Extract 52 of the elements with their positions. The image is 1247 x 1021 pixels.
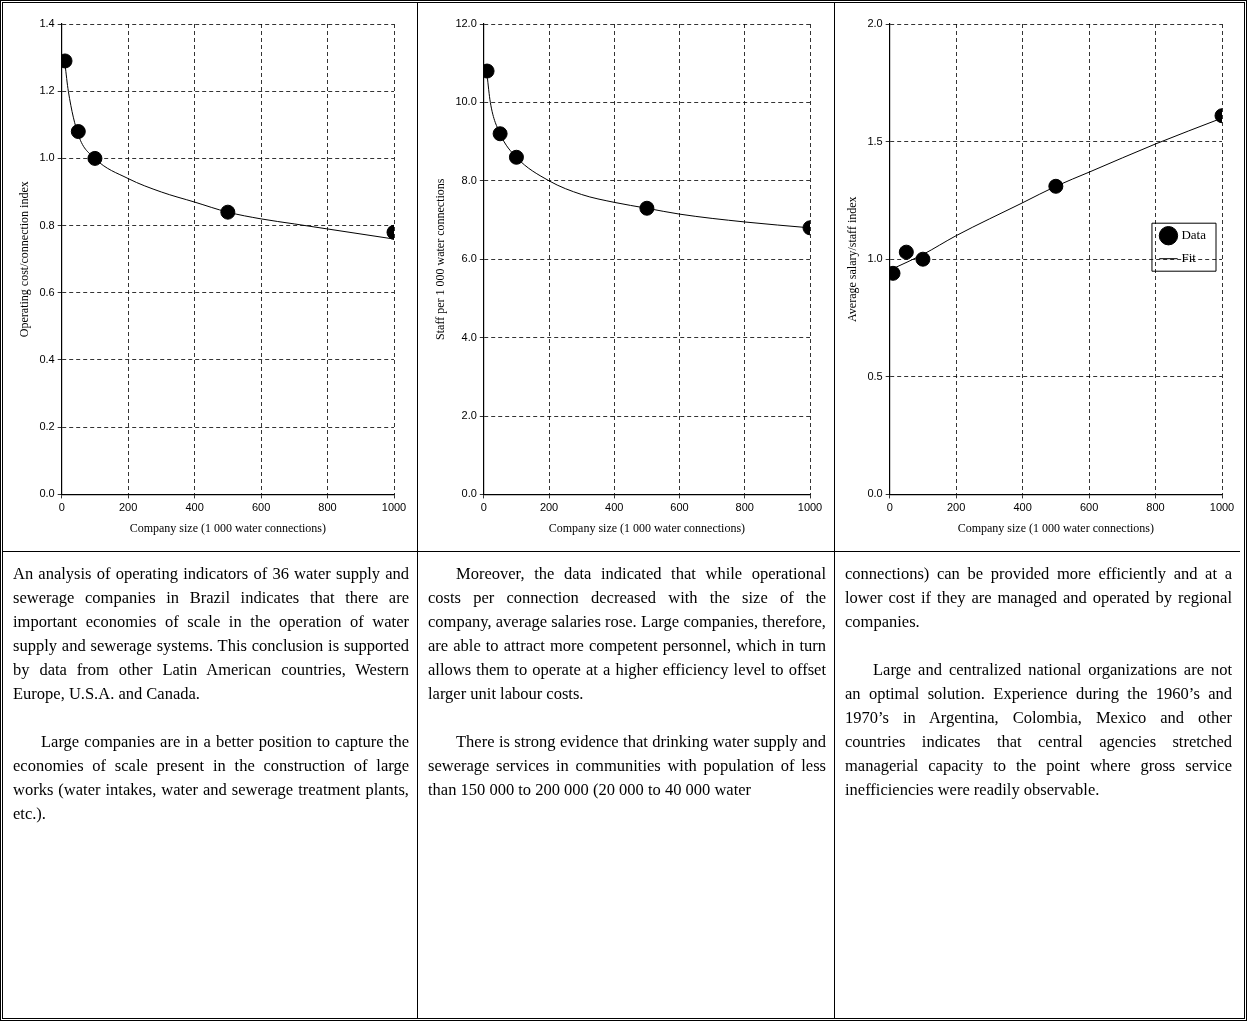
y-tick-label: 6.0 — [461, 252, 477, 265]
x-tick-label: 600 — [251, 501, 271, 514]
x-tick-label: 200 — [118, 501, 138, 514]
x-axis-title: Company size (1 000 water connections) — [957, 520, 1154, 535]
x-tick-label: 800 — [318, 501, 337, 514]
x-axis-title: Company size (1 000 water connections) — [548, 520, 746, 535]
y-tick-label: 0.0 — [866, 487, 883, 500]
x-tick-label: 800 — [1145, 501, 1165, 514]
y-tick-label: 0.2 — [39, 420, 55, 433]
x-tick-label: 1000 — [381, 501, 407, 514]
y-tick-label: 1.5 — [866, 134, 883, 147]
y-tick-label: 1.4 — [39, 17, 55, 30]
legend-label: Data — [1180, 227, 1206, 243]
y-tick-label: 1.2 — [39, 84, 55, 97]
legend-label: Fit — [1180, 250, 1196, 266]
y-tick-label: 0.0 — [461, 487, 477, 500]
text: Large and centralized national organizations are not an optimal solution. Experience during the 1960’s and 1970’s in Argentina, Colombia, Mexico and other countries indicates that central agencies stretched managerial capacity to the point where gross service inefficiencies were readily observable. — [845, 659, 1232, 801]
x-tick-label: 200 — [539, 501, 559, 514]
y-tick-label: 4.0 — [461, 330, 477, 343]
x-tick-label: 600 — [1079, 501, 1098, 514]
y-tick-label: 2.0 — [866, 17, 883, 30]
x-tick-label: 1000 — [1209, 501, 1234, 514]
y-tick-label: 0.6 — [39, 285, 55, 298]
y-tick-label: 1.0 — [39, 151, 55, 164]
x-tick-label: 200 — [946, 501, 965, 514]
x-tick-label: 0 — [58, 501, 65, 514]
y-tick-label: 0.4 — [39, 353, 55, 366]
text: Moreover, the data indicated that while operational costs per connection decreased with the size of the company, average salaries rose. Large companies, therefore, are able to attract more competent personnel, which in turn allows them to operate at a higher efficiency level to offset larger unit labour costs. — [428, 563, 826, 705]
y-axis-title: Staff per 1 000 water connections — [433, 178, 448, 340]
y-axis-title: Operating cost/connection index — [17, 181, 32, 338]
x-tick-label: 400 — [605, 501, 624, 514]
text: There is strong evidence that drinking water supply and sewerage services in communities with population of less than 150 000 to 200 000 (20 000 to 40 000 water — [428, 731, 826, 801]
y-tick-label: 0.5 — [866, 369, 883, 382]
y-tick-label: 10.0 — [455, 95, 477, 108]
y-tick-label: 8.0 — [461, 173, 477, 186]
x-tick-label: 800 — [735, 501, 754, 514]
y-tick-label: 12.0 — [455, 17, 477, 30]
y-tick-label: 1.0 — [866, 252, 883, 265]
x-tick-label: 400 — [1012, 501, 1032, 514]
x-tick-label: 600 — [670, 501, 689, 514]
y-tick-label: 0.0 — [39, 487, 55, 500]
x-tick-label: 0 — [480, 501, 487, 514]
x-tick-label: 400 — [185, 501, 204, 514]
text: An analysis of operating indicators of 36 water supply and sewerage companies in Brazil indicates that there are important economies of scale in the operation of water supply and sewerage systems. This conclusion is supported by data from other Latin American countries, Western Europe, U.S.A. and Canada. — [13, 563, 409, 705]
text: connections) can be provided more efficiently and at a lower cost if they are managed and operated by regional companies. — [845, 563, 1232, 633]
x-axis-title: Company size (1 000 water connections) — [129, 520, 326, 535]
y-tick-label: 2.0 — [461, 409, 477, 422]
x-tick-label: 1000 — [797, 501, 823, 514]
y-axis-title: Average salary/staff index — [844, 196, 859, 322]
y-tick-label: 0.8 — [39, 218, 55, 231]
text: Large companies are in a better position to capture the economies of scale present in the construction of large works (water intakes, water and sewerage treatment plants, etc.). — [13, 731, 409, 825]
x-tick-label: 0 — [886, 501, 893, 514]
